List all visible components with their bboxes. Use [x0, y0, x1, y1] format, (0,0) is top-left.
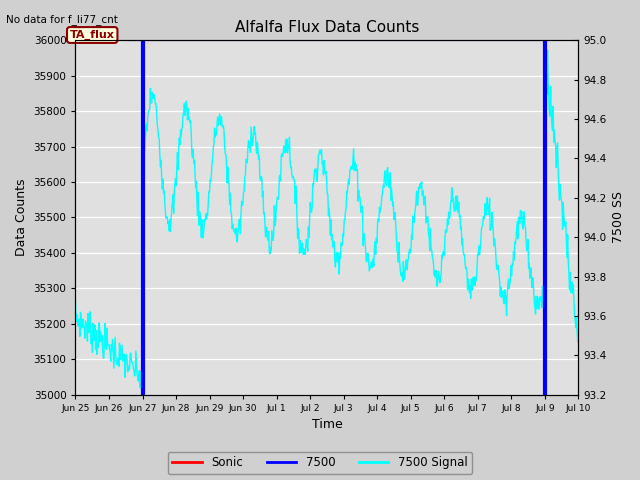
Y-axis label: 7500 SS: 7500 SS — [612, 192, 625, 243]
Title: Alfalfa Flux Data Counts: Alfalfa Flux Data Counts — [235, 20, 419, 35]
Legend: Sonic, 7500, 7500 Signal: Sonic, 7500, 7500 Signal — [168, 452, 472, 474]
X-axis label: Time: Time — [312, 419, 342, 432]
Y-axis label: Data Counts: Data Counts — [15, 179, 28, 256]
Text: TA_flux: TA_flux — [70, 30, 115, 40]
Text: No data for f_li77_cnt: No data for f_li77_cnt — [6, 14, 118, 25]
